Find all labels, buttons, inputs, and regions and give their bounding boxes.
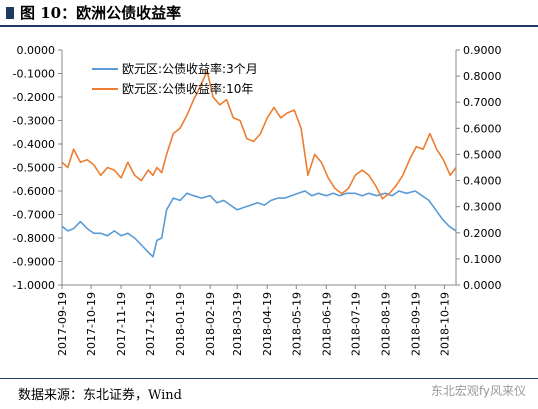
legend-label: 欧元区:公债收益率:10年: [122, 81, 253, 96]
watermark: 东北宏观fy风来仪: [430, 384, 526, 398]
right-tick-label: 0.8000: [463, 70, 502, 83]
chart-axes: 0.0000 -0.1000 -0.2000 -0.3000 -0.4000 -0.500…: [13, 44, 502, 356]
left-tick-label: -0.2000: [13, 91, 55, 104]
x-tick-label: 2018-06-19: [320, 292, 333, 356]
left-tick-label: -0.7000: [13, 209, 55, 222]
left-tick-label: -0.8000: [13, 232, 55, 245]
x-tick-label: 2018-07-19: [349, 292, 362, 356]
left-tick-label: -0.6000: [13, 185, 55, 198]
left-tick-label: -0.3000: [13, 115, 55, 128]
left-tick-label: -0.1000: [13, 68, 55, 81]
left-tick-label: -1.0000: [13, 279, 55, 292]
right-tick-label: 0.2000: [463, 227, 502, 240]
left-tick-label: 0.0000: [17, 44, 56, 57]
right-tick-label: 0.0000: [463, 279, 502, 292]
yield-chart: 0.0000 -0.1000 -0.2000 -0.3000 -0.4000 -0.500…: [13, 44, 502, 356]
title-marker: [6, 7, 14, 19]
x-tick-label: 2017-11-19: [115, 292, 128, 356]
header-rule: [0, 25, 538, 27]
x-tick-label: 2017-12-19: [144, 292, 157, 356]
legend-label: 欧元区:公债收益率:3个月: [122, 61, 258, 76]
series-line-10y: [61, 70, 457, 200]
x-tick-label: 2018-04-19: [261, 292, 274, 356]
x-tick-label: 2018-02-19: [204, 292, 217, 356]
x-tick-label: 2017-10-19: [85, 292, 98, 356]
right-tick-label: 0.9000: [463, 44, 502, 57]
figure-header: 图 10：欧洲公债收益率: [0, 0, 538, 27]
right-tick-label: 0.5000: [463, 148, 502, 161]
right-tick-label: 0.3000: [463, 201, 502, 214]
right-tick-label: 0.6000: [463, 122, 502, 135]
series-line-3m: [61, 190, 457, 258]
right-tick-label: 0.1000: [463, 253, 502, 266]
footer-rule: [0, 378, 538, 379]
x-tick-label: 2017-09-19: [56, 292, 69, 356]
figure-title: 图 10：欧洲公债收益率: [20, 4, 182, 22]
right-tick-label: 0.7000: [463, 96, 502, 109]
chart-series: [61, 70, 457, 258]
source-note: 数据来源：东北证券，Wind: [18, 388, 182, 403]
x-tick-label: 2018-01-19: [174, 292, 187, 356]
left-tick-label: -0.4000: [13, 138, 55, 151]
x-tick-label: 2018-08-19: [379, 292, 392, 356]
x-tick-label: 2018-05-19: [290, 292, 303, 356]
left-tick-label: -0.5000: [13, 162, 55, 175]
x-tick-label: 2018-10-19: [438, 292, 451, 356]
x-tick-label: 2018-03-19: [231, 292, 244, 356]
right-tick-label: 0.4000: [463, 175, 502, 188]
x-tick-label: 2018-09-19: [409, 292, 422, 356]
left-tick-label: -0.9000: [13, 256, 55, 269]
